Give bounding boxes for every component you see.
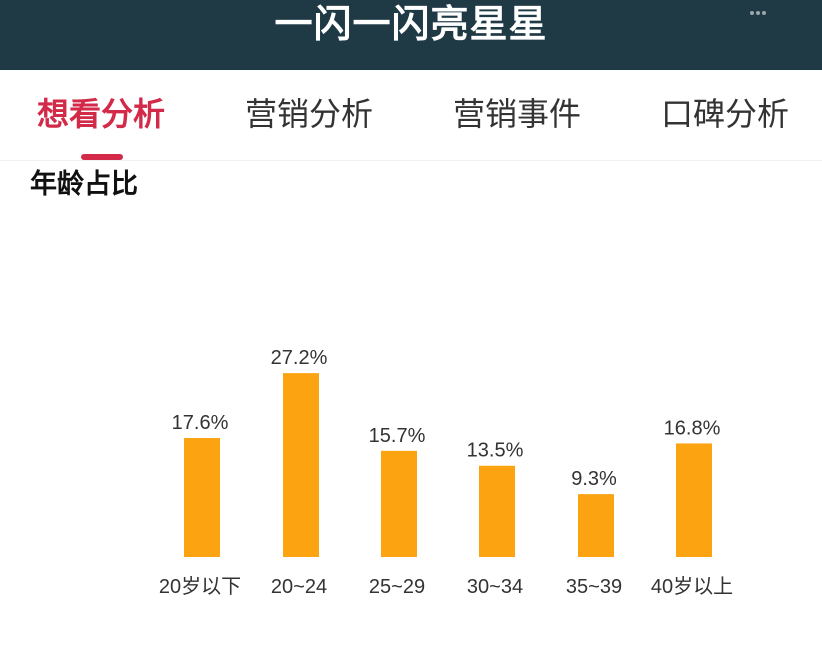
category-label-1: 20~24 xyxy=(271,576,327,598)
category-label-0: 20岁以下 xyxy=(159,575,241,598)
movie-title: 一闪一闪亮星星 xyxy=(274,2,548,46)
category-label-4: 35~39 xyxy=(566,576,622,598)
tab-marketing-events[interactable]: 营销事件 xyxy=(453,95,582,133)
value-label-5: 16.8% xyxy=(664,417,721,439)
value-label-2: 15.7% xyxy=(369,425,426,447)
category-label-2: 25~29 xyxy=(369,576,425,598)
tab-want-analysis[interactable]: 想看分析 xyxy=(37,95,166,133)
app-header: 一闪一闪亮星星 xyxy=(0,0,822,70)
bar-5 xyxy=(676,443,712,557)
tab-word-of-mouth[interactable]: 口碑分析 xyxy=(661,95,790,133)
tab-marketing-analysis[interactable]: 营销分析 xyxy=(245,95,374,133)
value-label-3: 13.5% xyxy=(467,440,524,462)
more-icon[interactable] xyxy=(750,0,768,15)
value-label-4: 9.3% xyxy=(571,468,617,490)
bar-4 xyxy=(578,494,614,557)
bar-2 xyxy=(381,450,417,557)
section-title-age-ratio: 年龄占比 xyxy=(30,169,138,200)
value-label-0: 17.6% xyxy=(172,412,229,434)
category-label-3: 30~34 xyxy=(467,576,523,598)
bar-3 xyxy=(479,465,515,557)
bar-0 xyxy=(184,438,220,557)
tab-bar: 想看分析 营销分析 营销事件 口碑分析 xyxy=(0,70,822,161)
category-label-5: 40岁以上 xyxy=(651,575,733,598)
bar-1 xyxy=(283,373,319,557)
active-tab-indicator xyxy=(81,154,123,160)
value-label-1: 27.2% xyxy=(271,347,328,369)
